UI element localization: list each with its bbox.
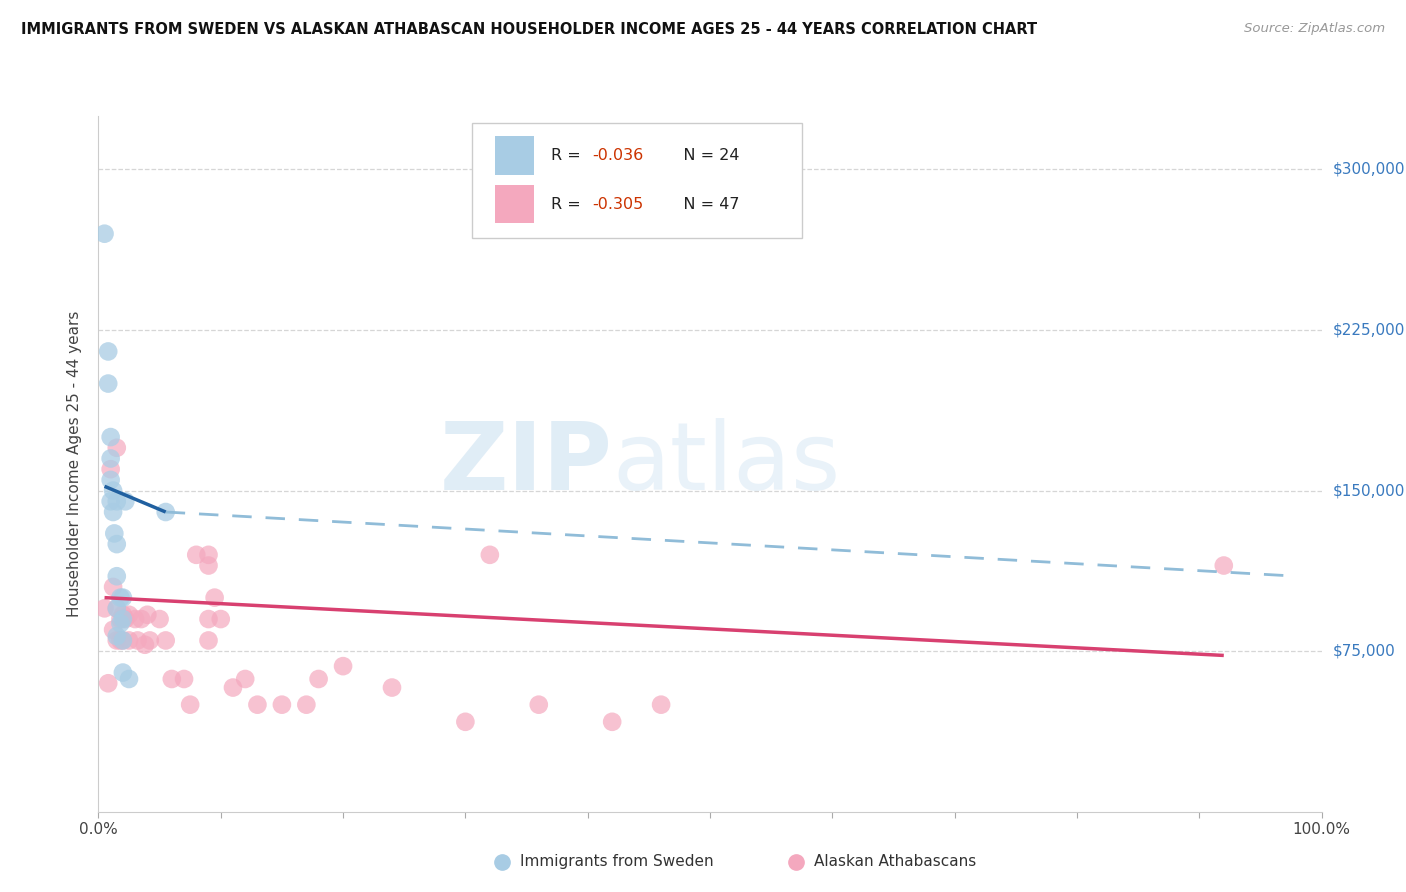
Point bbox=[1212, 558, 1234, 573]
Point bbox=[454, 714, 477, 729]
Point bbox=[155, 505, 177, 519]
Point bbox=[295, 698, 318, 712]
Point bbox=[308, 672, 330, 686]
Point bbox=[93, 601, 115, 615]
FancyBboxPatch shape bbox=[495, 186, 534, 224]
Point bbox=[105, 569, 128, 583]
Point bbox=[105, 601, 128, 615]
Point bbox=[118, 607, 141, 622]
Point bbox=[100, 473, 122, 487]
Point bbox=[527, 698, 550, 712]
Point bbox=[100, 462, 122, 476]
Point bbox=[270, 698, 294, 712]
Y-axis label: Householder Income Ages 25 - 44 years: Householder Income Ages 25 - 44 years bbox=[67, 310, 83, 617]
Text: R =: R = bbox=[551, 148, 586, 163]
Point bbox=[100, 451, 122, 466]
FancyBboxPatch shape bbox=[471, 123, 801, 238]
Point bbox=[101, 505, 124, 519]
Point bbox=[111, 633, 134, 648]
Text: -0.036: -0.036 bbox=[592, 148, 644, 163]
Point bbox=[97, 376, 120, 391]
Point bbox=[155, 633, 177, 648]
Point bbox=[105, 537, 128, 551]
Point bbox=[124, 612, 146, 626]
Point bbox=[110, 591, 132, 605]
Point bbox=[105, 494, 128, 508]
Point bbox=[179, 698, 201, 712]
Point bbox=[478, 548, 501, 562]
Point bbox=[110, 633, 132, 648]
Text: atlas: atlas bbox=[612, 417, 841, 510]
Point bbox=[129, 612, 152, 626]
Text: $150,000: $150,000 bbox=[1333, 483, 1405, 498]
Point bbox=[139, 633, 162, 648]
Point bbox=[105, 601, 128, 615]
Point bbox=[114, 494, 136, 508]
Point bbox=[105, 633, 128, 648]
Text: Source: ZipAtlas.com: Source: ZipAtlas.com bbox=[1244, 22, 1385, 36]
Point bbox=[93, 227, 115, 241]
Point bbox=[160, 672, 183, 686]
Text: ZIP: ZIP bbox=[439, 417, 612, 510]
Point bbox=[105, 629, 128, 643]
FancyBboxPatch shape bbox=[495, 136, 534, 175]
Point bbox=[222, 681, 245, 695]
Point bbox=[105, 441, 128, 455]
Point bbox=[111, 633, 134, 648]
Text: N = 47: N = 47 bbox=[668, 197, 740, 211]
Text: Immigrants from Sweden: Immigrants from Sweden bbox=[520, 855, 714, 870]
Text: N = 24: N = 24 bbox=[668, 148, 740, 163]
Point bbox=[134, 638, 156, 652]
Point bbox=[381, 681, 404, 695]
Point bbox=[197, 633, 219, 648]
Point bbox=[197, 548, 219, 562]
Point bbox=[103, 526, 125, 541]
Point bbox=[97, 344, 120, 359]
Point bbox=[186, 548, 208, 562]
Point bbox=[173, 672, 195, 686]
Point bbox=[600, 714, 623, 729]
Point bbox=[197, 612, 219, 626]
Point bbox=[101, 483, 124, 498]
Point bbox=[111, 591, 134, 605]
Point bbox=[101, 580, 124, 594]
Text: Alaskan Athabascans: Alaskan Athabascans bbox=[814, 855, 976, 870]
Point bbox=[149, 612, 172, 626]
Point bbox=[97, 676, 120, 690]
Text: IMMIGRANTS FROM SWEDEN VS ALASKAN ATHABASCAN HOUSEHOLDER INCOME AGES 25 - 44 YEA: IMMIGRANTS FROM SWEDEN VS ALASKAN ATHABA… bbox=[21, 22, 1038, 37]
Text: $225,000: $225,000 bbox=[1333, 323, 1405, 337]
Point bbox=[111, 665, 134, 680]
Point bbox=[332, 659, 354, 673]
Point bbox=[101, 623, 124, 637]
Point bbox=[100, 430, 122, 444]
Text: $300,000: $300,000 bbox=[1333, 162, 1405, 177]
Point bbox=[246, 698, 269, 712]
Point bbox=[118, 672, 141, 686]
Point bbox=[197, 558, 219, 573]
Text: -0.305: -0.305 bbox=[592, 197, 644, 211]
Point bbox=[100, 494, 122, 508]
Point bbox=[111, 612, 134, 626]
Point bbox=[233, 672, 256, 686]
Text: R =: R = bbox=[551, 197, 586, 211]
Point bbox=[111, 607, 134, 622]
Point bbox=[110, 612, 132, 626]
Point bbox=[136, 607, 159, 622]
Point bbox=[650, 698, 672, 712]
Point bbox=[114, 612, 136, 626]
Point bbox=[110, 616, 132, 631]
Point bbox=[209, 612, 232, 626]
Point bbox=[127, 633, 149, 648]
Text: $75,000: $75,000 bbox=[1333, 644, 1396, 658]
Point bbox=[118, 633, 141, 648]
Point bbox=[204, 591, 226, 605]
